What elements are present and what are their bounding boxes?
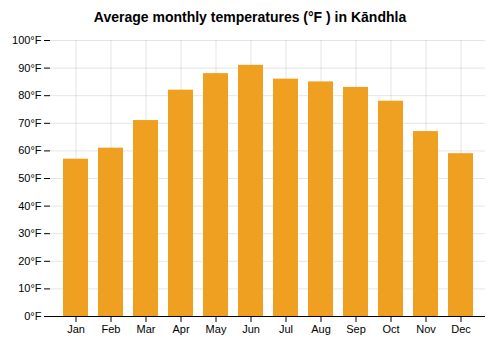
svg-text:Dec: Dec	[451, 323, 471, 335]
svg-text:30°F: 30°F	[18, 227, 42, 239]
svg-text:70°F: 70°F	[18, 117, 42, 129]
svg-text:Mar: Mar	[137, 323, 156, 335]
html-text:Average monthly temperatures (: Average monthly temperatures (°F ) in Kā…	[93, 9, 407, 25]
svg-text:May: May	[206, 323, 227, 335]
svg-text:80°F: 80°F	[18, 89, 42, 101]
svg-text:Apr: Apr	[172, 323, 189, 335]
svg-text:10°F: 10°F	[18, 282, 42, 294]
svg-text:100°F: 100°F	[12, 34, 42, 46]
svg-text:Oct: Oct	[382, 323, 399, 335]
svg-text:Jan: Jan	[67, 323, 85, 335]
svg-text:90°F: 90°F	[18, 62, 42, 74]
svg-text:Feb: Feb	[102, 323, 121, 335]
svg-text:50°F: 50°F	[18, 172, 42, 184]
svg-text:Aug: Aug	[311, 323, 331, 335]
svg-text:Nov: Nov	[416, 323, 436, 335]
svg-text:Sep: Sep	[346, 323, 366, 335]
svg-text:Jun: Jun	[242, 323, 260, 335]
svg-text:0°F: 0°F	[24, 310, 42, 322]
svg-text:40°F: 40°F	[18, 200, 42, 212]
svg-text:60°F: 60°F	[18, 144, 42, 156]
svg-text:Jul: Jul	[279, 323, 293, 335]
svg-text:20°F: 20°F	[18, 255, 42, 267]
